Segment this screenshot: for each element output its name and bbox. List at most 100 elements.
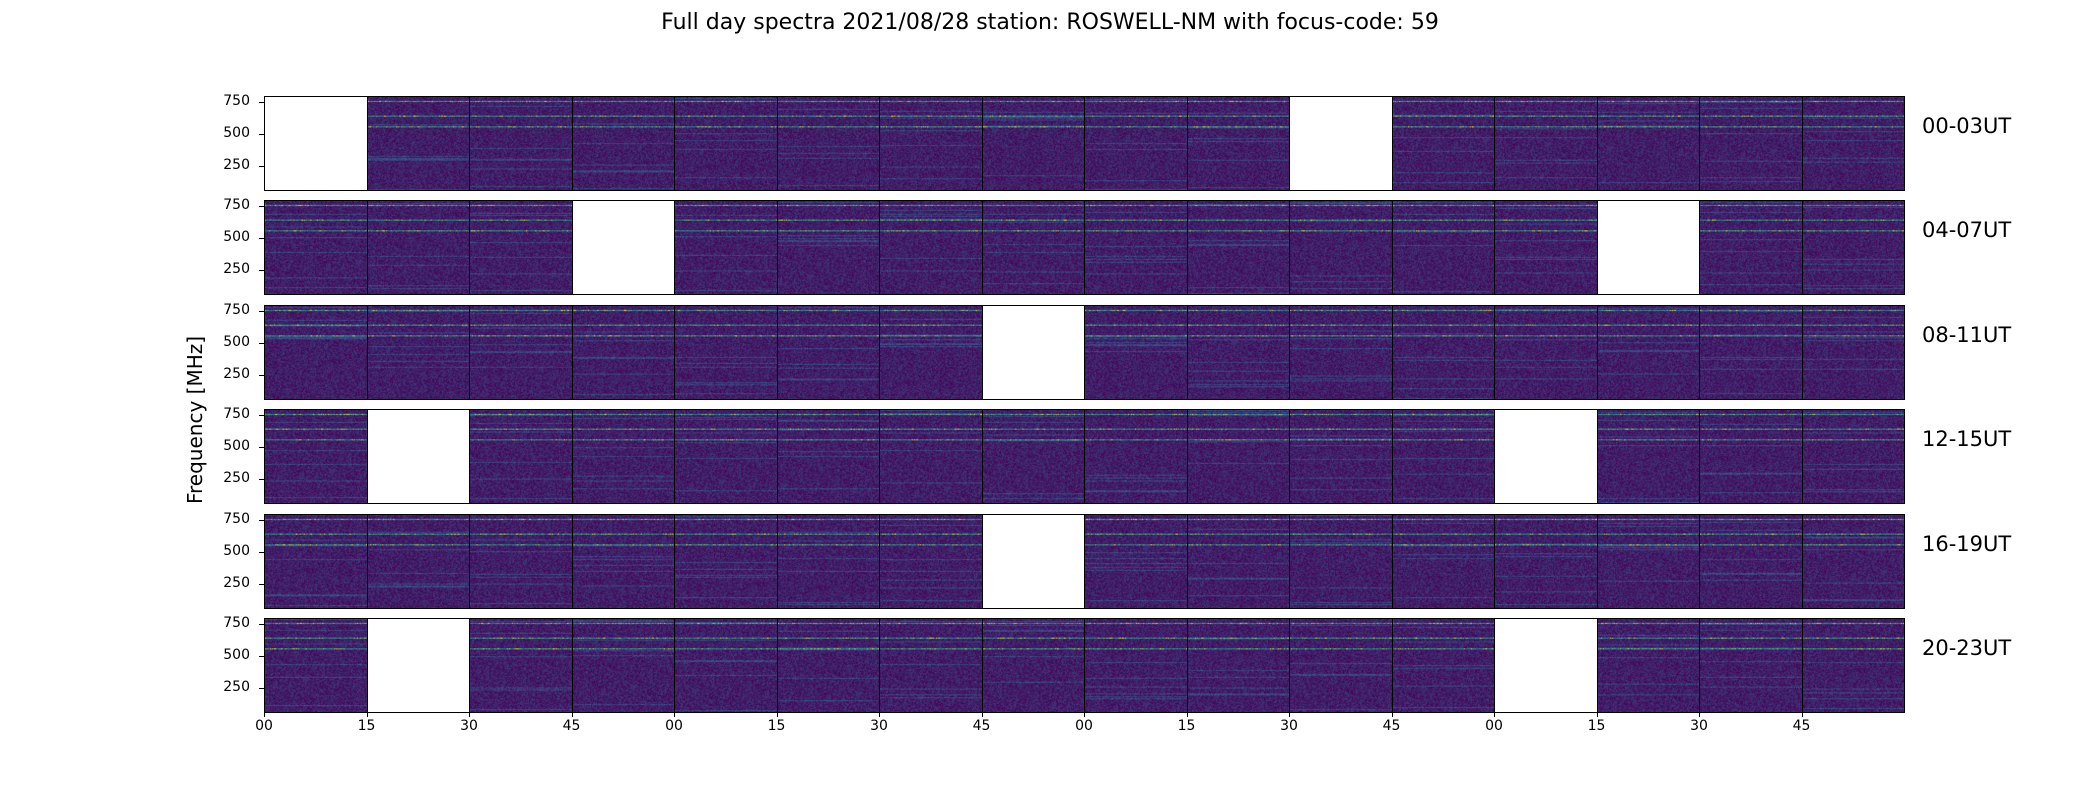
row-time-label: 00-03UT xyxy=(1922,114,2012,138)
spectrum-heatmap xyxy=(1085,97,1187,190)
spectrum-panel xyxy=(366,96,470,191)
y-tick-label: 500 xyxy=(223,543,250,559)
spectrum-panel xyxy=(981,618,1085,713)
y-tick-mark xyxy=(259,269,264,271)
spectrum-heatmap xyxy=(675,515,777,608)
y-tick-mark xyxy=(259,134,264,135)
y-tick-label: 500 xyxy=(223,229,250,245)
spectrum-panel xyxy=(571,514,675,609)
spectrum-panel xyxy=(366,200,470,295)
x-tick-mark xyxy=(981,713,983,717)
spectrum-panel xyxy=(1391,618,1495,713)
spectrum-heatmap xyxy=(675,410,777,503)
x-tick-label: 15 xyxy=(767,718,786,734)
y-tick-label: 250 xyxy=(223,156,250,173)
spectrum-panel xyxy=(1391,514,1495,609)
spectrum-panel xyxy=(1801,409,1905,504)
x-tick-mark xyxy=(1186,713,1188,717)
spectrum-heatmap xyxy=(675,619,777,712)
spectrum-panel xyxy=(1596,96,1700,191)
spectrum-panel xyxy=(879,618,983,713)
spectrum-panel xyxy=(776,409,880,504)
spectrum-panel xyxy=(674,409,778,504)
spectrum-panel xyxy=(1596,514,1700,609)
spectrum-panel xyxy=(469,618,573,713)
spectrum-heatmap xyxy=(1802,619,1904,712)
y-tick-mark xyxy=(259,206,264,208)
spectrum-panel xyxy=(1391,200,1495,295)
spectrum-heatmap xyxy=(470,306,572,399)
spectrum-panel xyxy=(1186,96,1290,191)
row-time-label: 16-19UT xyxy=(1922,532,2012,556)
x-tick-mark xyxy=(1596,713,1598,717)
spectrum-panel xyxy=(1801,305,1905,400)
x-tick-label: 30 xyxy=(1280,718,1298,734)
spectrum-heatmap xyxy=(1802,306,1904,399)
spectrum-panel xyxy=(264,200,368,295)
y-tick-mark xyxy=(259,687,264,689)
spectrum-heatmap xyxy=(1700,97,1802,190)
spectrum-heatmap xyxy=(367,515,469,608)
spectrum-heatmap xyxy=(1392,201,1494,294)
x-tick-label: 00 xyxy=(255,718,273,734)
spectrum-panel xyxy=(1596,305,1700,400)
y-tick-label: 750 xyxy=(223,197,250,214)
spectrum-panel xyxy=(264,514,368,609)
spectrum-heatmap xyxy=(880,306,982,399)
spectrum-heatmap xyxy=(1290,410,1392,503)
spectrum-heatmap xyxy=(1392,515,1494,608)
spectrum-heatmap xyxy=(982,619,1084,712)
spectrum-heatmap xyxy=(1700,306,1802,399)
y-tick-label: 500 xyxy=(223,647,250,663)
spectrum-heatmap xyxy=(675,201,777,294)
spectrum-panel xyxy=(674,200,778,295)
spectrum-heatmap xyxy=(1290,201,1392,294)
spectrum-panel xyxy=(981,200,1085,295)
spectrum-heatmap xyxy=(1085,515,1187,608)
y-tick-label: 500 xyxy=(223,125,250,141)
spectrum-heatmap xyxy=(777,306,879,399)
spectrum-panel xyxy=(674,514,778,609)
y-tick-mark xyxy=(259,374,264,376)
spectrum-panel xyxy=(1084,200,1188,295)
y-tick-mark xyxy=(259,656,264,657)
y-tick-mark xyxy=(259,343,264,344)
spectrum-panel xyxy=(1699,514,1803,609)
spectrum-heatmap xyxy=(1187,201,1289,294)
y-tick-mark xyxy=(259,415,264,417)
spectrum-heatmap xyxy=(470,201,572,294)
row-time-label: 12-15UT xyxy=(1922,427,2012,451)
spectrum-panel xyxy=(1699,200,1803,295)
spectrum-panel xyxy=(1801,618,1905,713)
spectrum-heatmap xyxy=(880,97,982,190)
y-tick-mark xyxy=(259,520,264,522)
row-time-label: 08-11UT xyxy=(1922,323,2012,347)
spectrum-heatmap xyxy=(1700,201,1802,294)
y-tick-label: 750 xyxy=(223,511,250,528)
spectrum-panel xyxy=(776,96,880,191)
x-tick-label: 45 xyxy=(562,718,581,734)
spectrum-heatmap xyxy=(1700,515,1802,608)
spectrum-panel xyxy=(1391,96,1495,191)
missing-spectrum-panel xyxy=(366,618,470,713)
spectrum-heatmap xyxy=(572,306,674,399)
row-time-label: 20-23UT xyxy=(1922,636,2012,660)
spectrum-panel xyxy=(469,200,573,295)
y-tick-label: 750 xyxy=(223,615,250,632)
spectrum-heatmap xyxy=(1187,515,1289,608)
spectrum-heatmap xyxy=(1085,410,1187,503)
missing-spectrum-panel xyxy=(981,305,1085,400)
spectrum-panel xyxy=(1699,96,1803,191)
spectrum-heatmap xyxy=(1495,97,1597,190)
spectrum-panel xyxy=(571,409,675,504)
spectrum-heatmap xyxy=(572,410,674,503)
chart-title: Full day spectra 2021/08/28 station: ROS… xyxy=(661,10,1439,35)
spectra-row xyxy=(264,305,1905,400)
x-tick-mark xyxy=(366,713,368,717)
x-tick-label: 00 xyxy=(1075,718,1093,734)
spectrum-heatmap xyxy=(1187,306,1289,399)
spectrum-panel xyxy=(1391,409,1495,504)
spectrum-heatmap xyxy=(675,306,777,399)
spectrum-heatmap xyxy=(1802,201,1904,294)
